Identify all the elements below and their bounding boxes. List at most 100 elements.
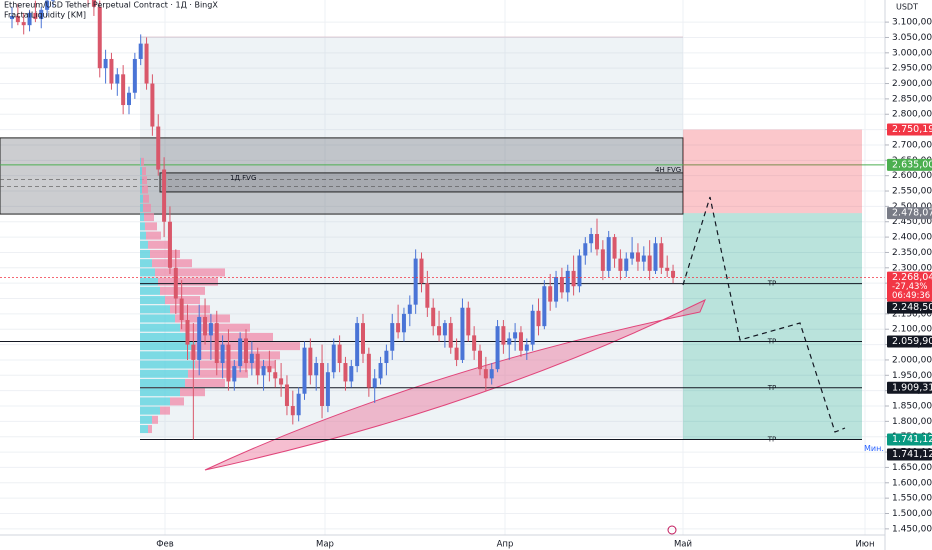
profile-buy [140, 323, 180, 332]
candle-body [244, 338, 248, 364]
price-label: 2.635,00 [892, 159, 932, 170]
y-tick-label: 1.800,00 [892, 417, 932, 427]
candle-body [220, 344, 225, 364]
profile-buy [140, 314, 175, 323]
profile-sell [144, 213, 154, 222]
profile-sell [142, 176, 147, 185]
y-tick-label: 2.550,00 [892, 187, 932, 197]
profile-sell [143, 194, 149, 203]
candle-body [267, 366, 272, 373]
candle-body [501, 326, 506, 345]
profile-sell [150, 249, 180, 258]
target-label: TP [767, 338, 777, 346]
candle-body [91, 0, 96, 7]
candle-body [232, 366, 237, 382]
profile-buy [140, 305, 170, 314]
candle-body [542, 286, 547, 327]
profile-sell [158, 277, 218, 286]
candle-body [320, 363, 325, 407]
profile-buy [140, 369, 188, 378]
profile-buy [140, 249, 150, 258]
candle-body [273, 372, 278, 379]
candle-body [179, 298, 184, 321]
candle-body [279, 378, 284, 385]
y-tick-label: 2.800,00 [892, 110, 932, 120]
candle-body [518, 332, 523, 351]
profile-sell [152, 259, 192, 268]
candle-body [612, 237, 617, 259]
candle-body [115, 74, 120, 84]
y-tick-label: 2.950,00 [892, 64, 932, 74]
candle-body [208, 323, 213, 336]
x-tick-label: Июн [855, 540, 874, 550]
price-label: 2.750,19 [892, 124, 932, 135]
candle-body [290, 406, 295, 416]
profile-sell [152, 415, 158, 424]
price-label-bg [887, 335, 932, 348]
candle-body [647, 255, 652, 271]
profile-sell [160, 406, 170, 415]
candle-body [448, 323, 453, 348]
profile-buy [140, 157, 141, 166]
price-label-bg [887, 433, 932, 446]
candle-body [524, 344, 529, 351]
candle-body [653, 243, 658, 271]
supply-zone [0, 137, 684, 215]
x-tick-label: Май [674, 540, 692, 550]
candle-body [197, 316, 202, 360]
price-label: 2.059,90 [892, 336, 932, 347]
candle-body [33, 12, 38, 20]
profile-sell [188, 332, 273, 341]
candle-body [413, 258, 418, 305]
y-tick-label: 2.350,00 [892, 248, 932, 258]
candle-body [454, 347, 459, 360]
profile-buy [140, 277, 158, 286]
y-tick-label: 1.550,00 [892, 494, 932, 504]
candle-body [325, 372, 330, 407]
candle-body [302, 347, 307, 394]
candle-body [185, 320, 190, 345]
x-tick-label: Мар [316, 540, 334, 550]
profile-buy [140, 240, 148, 249]
profile-buy [140, 388, 180, 397]
price-label-bg [887, 207, 932, 220]
profile-buy [140, 194, 143, 203]
profile-buy [140, 351, 190, 360]
candle-body [442, 323, 447, 336]
profile-buy [140, 406, 160, 415]
candle-body [167, 221, 172, 268]
x-tick-label: Фев [156, 540, 174, 550]
candle-body [641, 255, 646, 262]
candle-body [507, 338, 512, 345]
candle-body [466, 307, 471, 336]
indicator-name: FractalLiquidity [KM] [4, 11, 86, 20]
candle-body [472, 335, 477, 351]
candle-body [565, 270, 570, 293]
profile-buy [140, 213, 144, 222]
chart-title: Ethereum/USD Tether Perpetual Contract ·… [4, 1, 218, 10]
candle-body [191, 344, 196, 360]
candle-body [343, 363, 348, 382]
profile-buy [140, 259, 152, 268]
fvg-box [159, 172, 684, 193]
y-tick-label: 3.050,00 [892, 33, 932, 43]
candle-body [401, 313, 406, 333]
candle-body [635, 252, 640, 262]
profile-buy [140, 342, 195, 351]
y-tick-label: 2.850,00 [892, 94, 932, 104]
candle-body [15, 15, 20, 23]
candle-body [437, 326, 442, 336]
target-box [683, 213, 862, 440]
candle-body [624, 258, 629, 271]
candle-body [21, 22, 26, 26]
candle-body [384, 350, 389, 364]
profile-sell [145, 222, 157, 231]
trend-wedge [204, 298, 706, 471]
candle-body [665, 267, 670, 271]
profile-sell [188, 369, 248, 378]
candle-body [226, 344, 231, 382]
profile-sell [142, 167, 146, 176]
target-label: TP [767, 384, 777, 392]
profile-sell [170, 397, 184, 406]
profile-buy [140, 286, 160, 295]
